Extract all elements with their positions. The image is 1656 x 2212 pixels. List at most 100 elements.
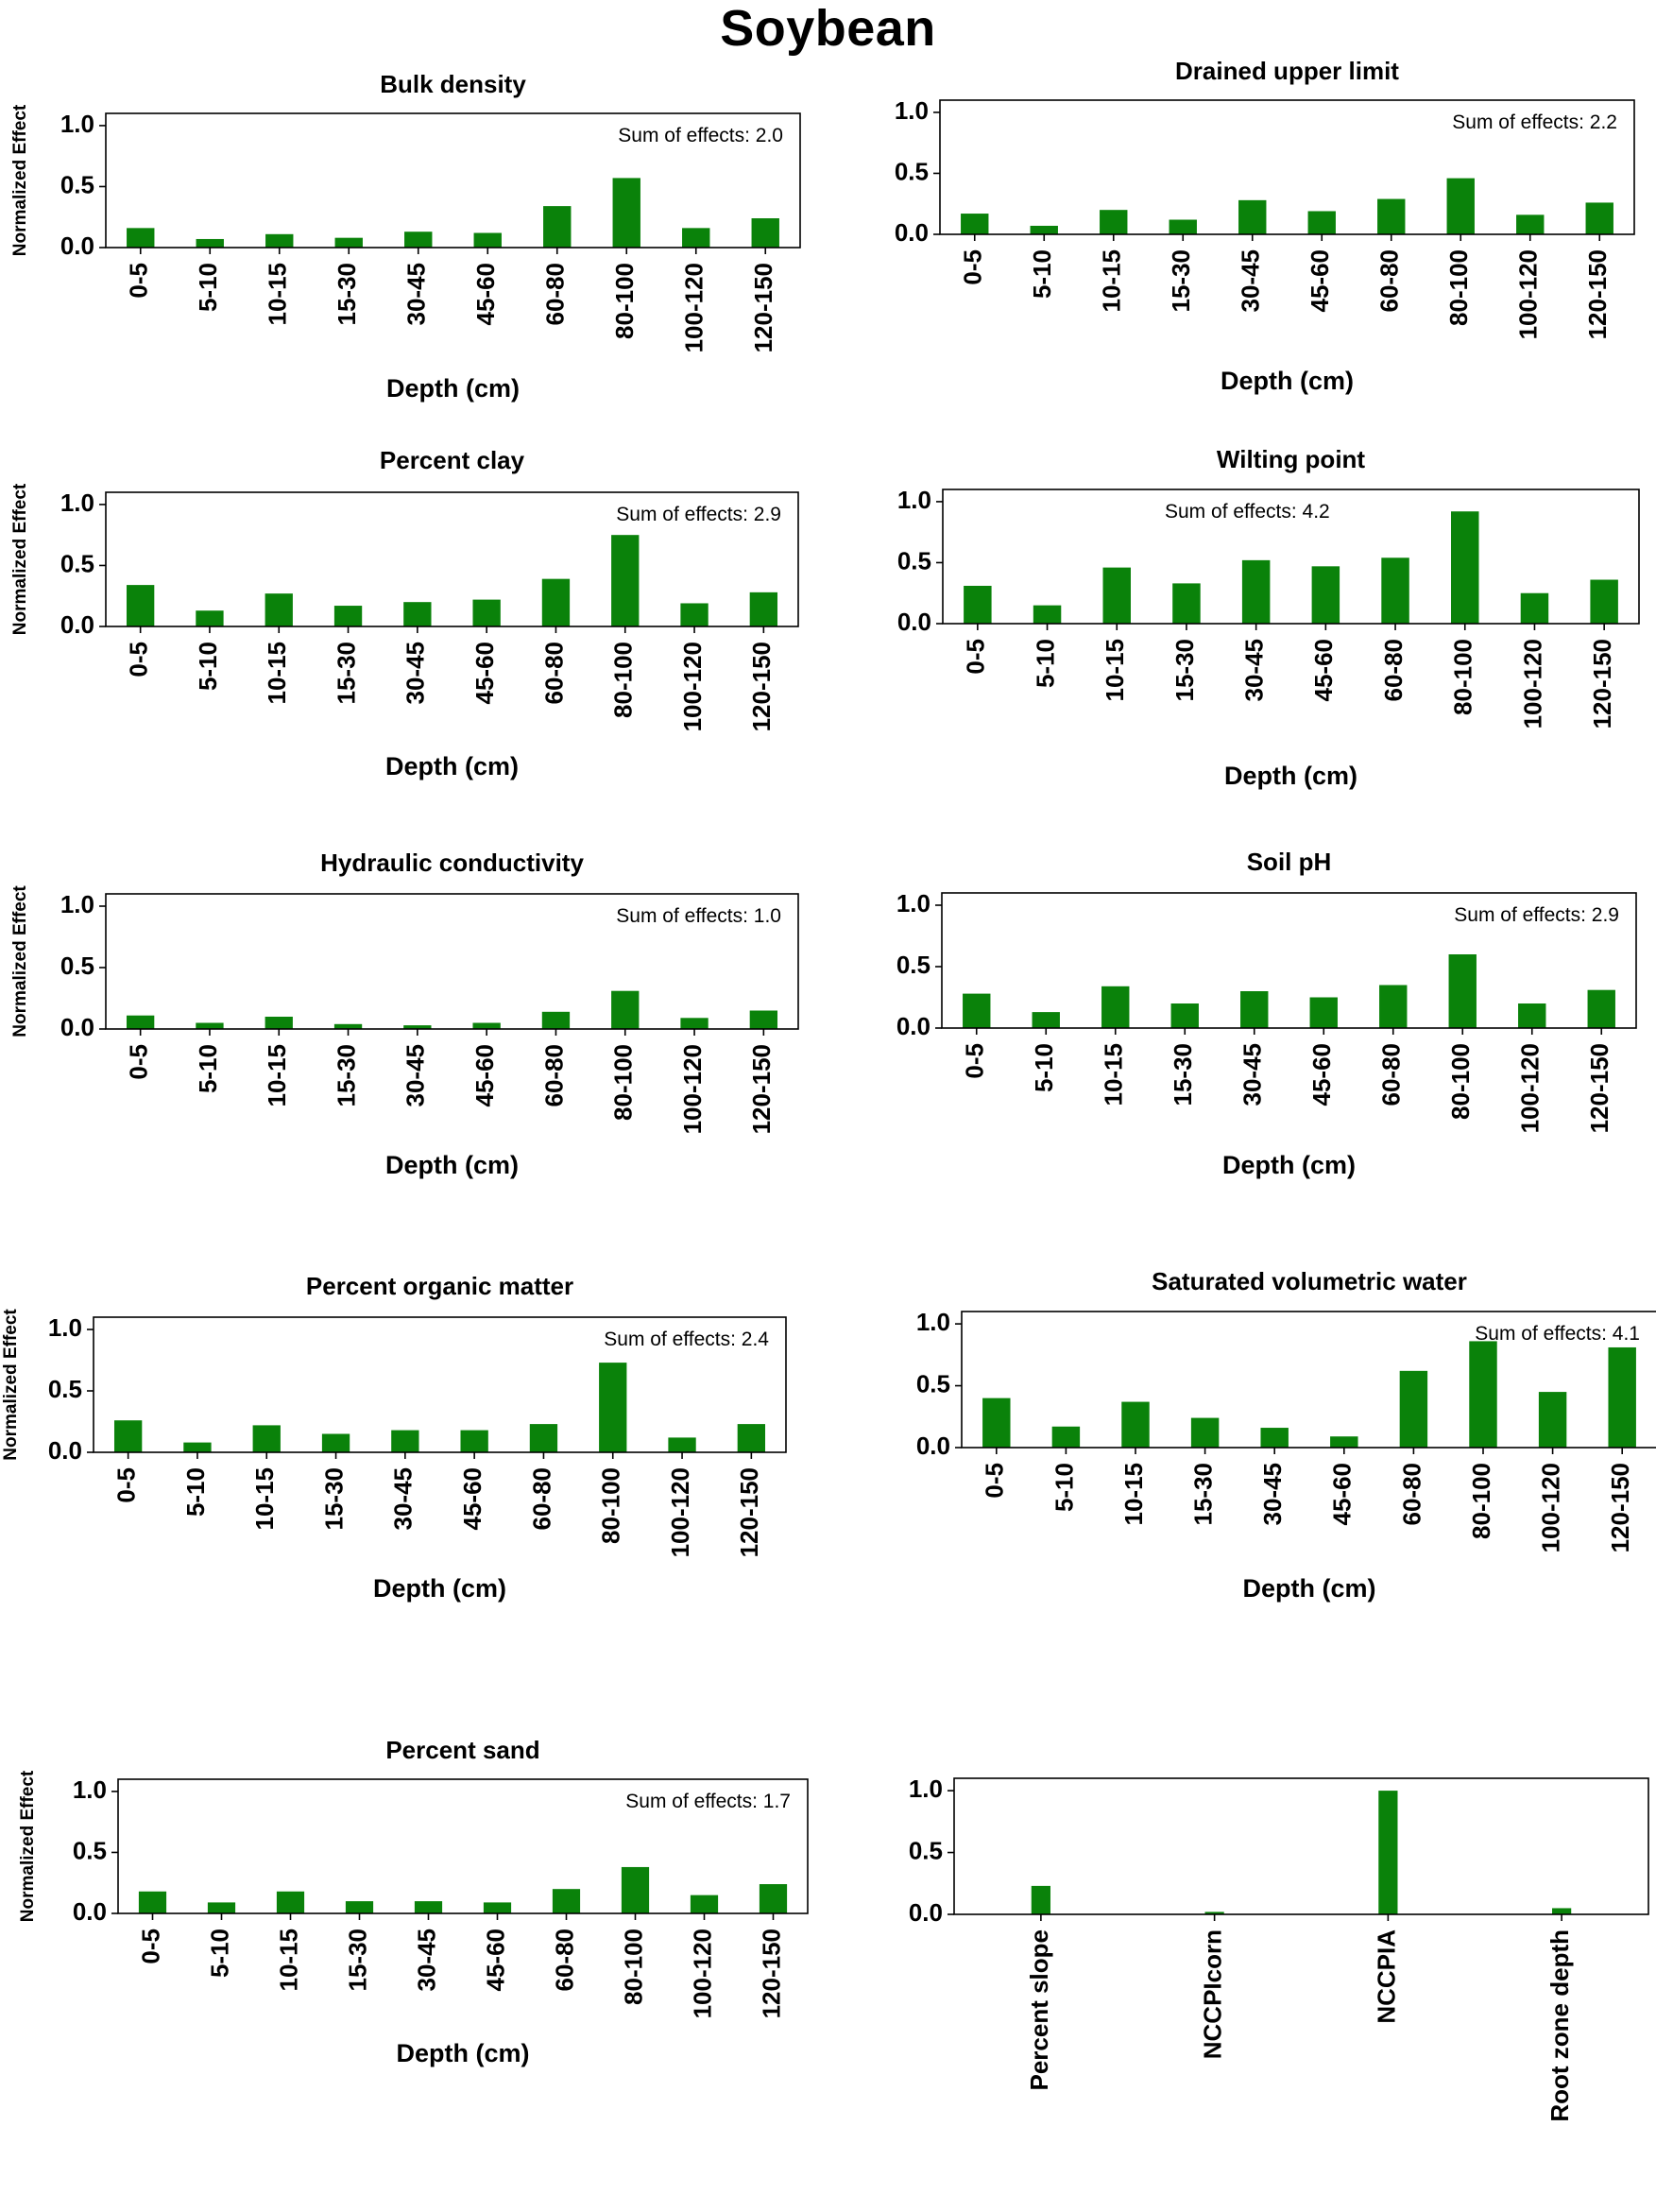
y-tick-label: 0.5 [895, 157, 929, 185]
bar [126, 585, 155, 626]
y-tick-label: 0.0 [909, 1898, 943, 1927]
x-tick-label: 60-80 [1379, 639, 1408, 702]
bar [334, 237, 363, 248]
x-tick-label: 45-60 [470, 1044, 499, 1107]
x-tick-label: 100-120 [678, 1044, 707, 1134]
x-tick-label: 120-150 [749, 263, 777, 352]
x-tick-label: 0-5 [112, 1467, 141, 1503]
chart-title: Hydraulic conductivity [320, 849, 584, 877]
sum-of-effects-label: Sum of effects: 2.9 [616, 504, 781, 525]
y-tick-label: 1.0 [895, 96, 929, 125]
x-tick-label: 0-5 [125, 1044, 153, 1080]
x-tick-label: 80-100 [597, 1467, 625, 1544]
x-tick-label: 5-10 [181, 1467, 210, 1517]
x-tick-label: 80-100 [1467, 1463, 1495, 1539]
y-tick-label: 0.5 [60, 170, 94, 198]
bar [621, 1866, 650, 1913]
chart-svg: Percent clay Normalized Effect 0.0 0.5 1.0 0-… [10, 446, 799, 780]
x-tick-label: 30-45 [389, 1467, 418, 1531]
bar [345, 1901, 374, 1913]
bar [1516, 214, 1545, 234]
bar [1608, 1346, 1636, 1448]
bar [1170, 1003, 1199, 1028]
x-tick-label: 120-150 [757, 1929, 785, 2018]
bar [1241, 559, 1271, 624]
chart-drained-upper-limit: Drained upper limit 0.0 0.5 1.0 0-5 5-10 10-15… [831, 57, 1653, 466]
x-tick-label: 0-5 [125, 642, 153, 677]
x-tick-label: 10-15 [250, 1467, 279, 1531]
y-axis-label: Normalized Effect [10, 104, 30, 256]
y-tick-label: 0.0 [895, 218, 929, 247]
x-tick-label: 15-30 [1170, 639, 1199, 702]
y-tick-label: 1.0 [897, 486, 931, 514]
bar [1100, 210, 1128, 234]
bar [196, 238, 224, 248]
y-axis-label: Normalized Effect [1, 1309, 21, 1461]
x-tick-label: 60-80 [1377, 1043, 1406, 1106]
x-tick-label: 30-45 [402, 263, 431, 326]
bar [1378, 1791, 1398, 1914]
bar [961, 214, 989, 234]
x-tick-label: 0-5 [981, 1463, 1009, 1499]
y-tick-label: 0.5 [916, 1369, 950, 1398]
x-tick-label: 10-15 [264, 263, 292, 326]
bar [1240, 991, 1269, 1028]
x-tick-label: 45-60 [471, 263, 500, 326]
chart-title: Saturated volumetric water [1152, 1267, 1467, 1295]
x-tick-label: 100-120 [1516, 1043, 1545, 1133]
bar [265, 1017, 293, 1029]
x-tick-label: NCCPIcorn [1199, 1929, 1227, 2059]
bar [321, 1433, 350, 1452]
chart-title: Wilting point [1217, 445, 1365, 473]
chart-percent-clay: Percent clay Normalized Effect 0.0 0.5 1.0 0-… [0, 444, 817, 858]
page-title: Soybean [720, 0, 936, 57]
bar [333, 606, 363, 626]
chart-percent-sand: Percent sand Normalized Effect 0.0 0.5 1.0 0-… [0, 1729, 827, 2145]
bar [1030, 225, 1058, 234]
bar [1101, 986, 1130, 1028]
x-tick-label: 80-100 [610, 263, 639, 339]
bar [252, 1425, 281, 1452]
x-tick-label: 100-120 [666, 1467, 694, 1557]
x-tick-label: 10-15 [1098, 249, 1126, 313]
bar [473, 232, 502, 248]
bar [1381, 557, 1409, 624]
y-tick-label: 1.0 [48, 1313, 82, 1342]
bar [265, 233, 294, 248]
bar [127, 228, 155, 248]
sum-of-effects-label: Sum of effects: 4.2 [1165, 501, 1330, 523]
y-tick-label: 0.0 [60, 231, 94, 260]
y-axis-label: Normalized Effect [10, 483, 30, 635]
sum-of-effects-label: Sum of effects: 2.4 [604, 1329, 769, 1350]
y-tick-label: 0.5 [60, 549, 94, 577]
chart-saturated-volumetric-water: Saturated volumetric water 0.0 0.5 1.0 0-5 5-… [831, 1259, 1656, 1679]
x-tick-label: 80-100 [619, 1929, 647, 2005]
bar [1102, 567, 1131, 624]
bar [599, 1363, 627, 1452]
bar [680, 1018, 708, 1029]
x-tick-label: 5-10 [194, 642, 222, 691]
bar [207, 1902, 236, 1913]
x-tick-label: 15-30 [333, 263, 361, 326]
y-tick-label: 0.5 [48, 1375, 82, 1403]
x-tick-label: 30-45 [401, 1044, 430, 1107]
x-tick-label: 60-80 [539, 642, 568, 705]
x-tick-label: 120-150 [1588, 639, 1616, 729]
x-tick-label: 10-15 [1119, 1463, 1148, 1526]
y-tick-label: 0.5 [60, 952, 94, 980]
y-tick-label: 1.0 [916, 1308, 950, 1336]
bar [749, 592, 778, 626]
bar [1190, 1417, 1220, 1448]
sum-of-effects-label: Sum of effects: 1.0 [616, 905, 781, 927]
x-tick-label: 100-120 [1536, 1463, 1564, 1552]
x-tick-label: 120-150 [1606, 1463, 1634, 1552]
chart-svg: Soil pH 0.0 0.5 1.0 0-5 5-10 10-15 15-30 30-45 45… [896, 848, 1637, 1179]
y-tick-label: 0.0 [48, 1436, 82, 1465]
bar [1446, 178, 1475, 234]
bar [1031, 1885, 1050, 1914]
bar [612, 178, 640, 248]
x-tick-label: 60-80 [550, 1929, 578, 1992]
bar [1032, 1012, 1060, 1028]
plot-frame [941, 892, 1637, 1029]
x-axis-label: Depth (cm) [386, 374, 520, 403]
